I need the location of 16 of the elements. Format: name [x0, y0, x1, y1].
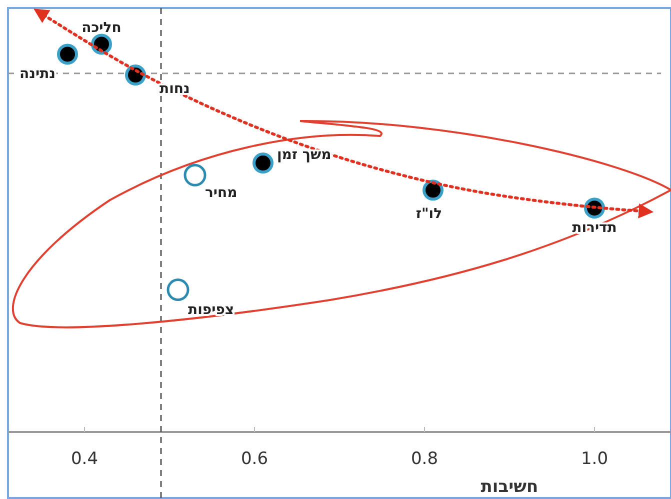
annotation: מחיר [205, 185, 238, 202]
x-tick-label: 0.8 [410, 449, 438, 469]
annotation: משך זמן [277, 147, 332, 164]
x-axis-title: חשיבות [480, 477, 538, 497]
annotation: לו"ז [416, 206, 442, 222]
point [57, 44, 78, 65]
point [184, 164, 206, 186]
x-tick-label: 1.0 [580, 449, 608, 469]
point [166, 278, 190, 302]
x-tick-label: 0.4 [70, 449, 98, 469]
point [422, 180, 444, 201]
annotation: צפיפות [188, 302, 234, 318]
annotation: חליכה [82, 20, 122, 36]
point [252, 152, 274, 174]
annotation: נתינה [20, 66, 56, 82]
x-tick-label: 0.6 [240, 449, 268, 469]
